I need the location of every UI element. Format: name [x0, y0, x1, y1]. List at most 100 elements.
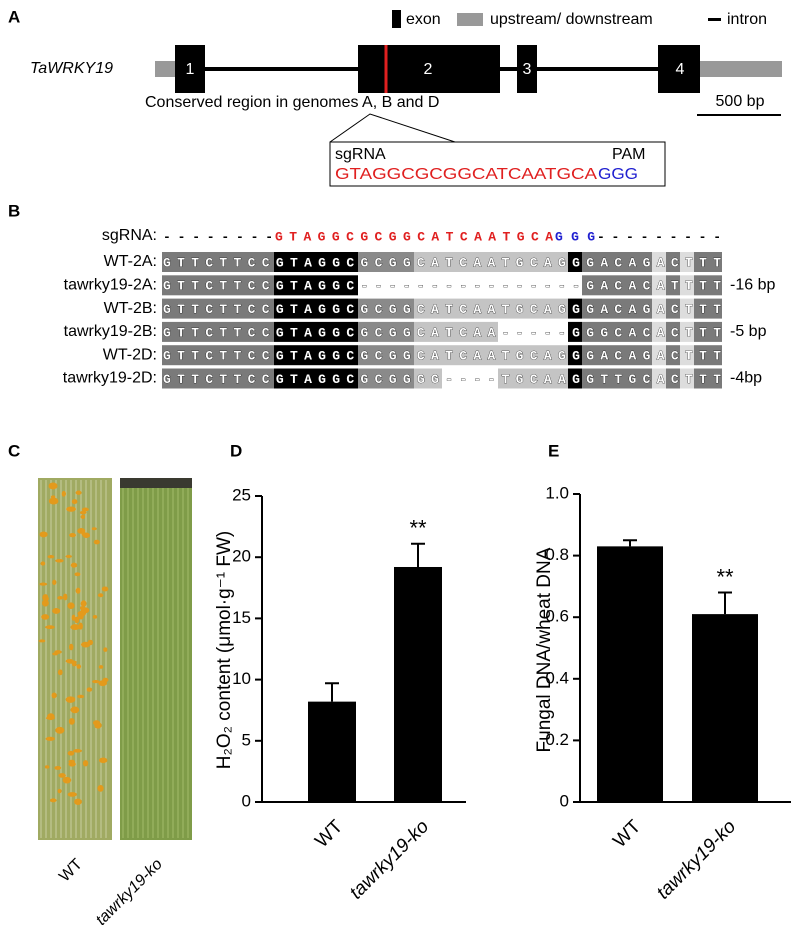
seq-shade [554, 252, 568, 272]
seq-shade [162, 368, 176, 389]
seq-shade [274, 368, 288, 389]
seq-shade [358, 321, 372, 342]
seq-shade [190, 345, 204, 366]
rust-pustule [40, 561, 46, 566]
x-tick-label: tawrky19-ko [346, 816, 433, 903]
seq-shade [498, 345, 512, 366]
rust-pustule [61, 490, 67, 497]
rust-pustule [67, 750, 75, 756]
seq-shade [624, 252, 638, 272]
y-tick-label: 1.0 [545, 483, 569, 502]
seq-shade [232, 252, 246, 272]
seq-shade [218, 298, 232, 319]
rust-pustule [58, 773, 66, 778]
rust-pustule [47, 713, 55, 721]
exon [517, 45, 537, 93]
seq-shade [302, 252, 316, 272]
seq-shade [386, 252, 400, 272]
row-name: tawrky19-2B: [64, 323, 157, 340]
seq-shade [400, 252, 414, 272]
panel-label: A [8, 7, 20, 26]
seq-shade [596, 345, 610, 366]
rust-pustule [39, 582, 48, 586]
legend-intron [708, 18, 721, 21]
rust-pustule [91, 527, 97, 531]
leaf-photos [38, 478, 192, 840]
rust-pustule [47, 554, 55, 559]
seq-shade [442, 298, 456, 319]
seq-shade [582, 321, 596, 342]
seq-shade [246, 275, 260, 296]
seq-shade [288, 368, 302, 389]
seq-shade [176, 345, 190, 366]
seq-shade [526, 298, 540, 319]
seq-shade [260, 252, 274, 272]
rust-pustule [38, 639, 46, 643]
seq-shade [232, 275, 246, 296]
seq-shade [176, 321, 190, 342]
sample-label: WT [56, 856, 86, 886]
panel-label: B [8, 201, 20, 220]
seq-shade [358, 368, 372, 389]
seq-shade [176, 298, 190, 319]
seq-shade [624, 368, 638, 389]
row-name: WT-2B: [104, 300, 157, 317]
seq-shade [652, 275, 666, 296]
seq-shade [666, 275, 680, 296]
rust-pustule [81, 507, 89, 512]
seq-shade [246, 368, 260, 389]
box-label: sgRNA [335, 146, 386, 163]
seq-shade [316, 368, 330, 389]
seq-shade [344, 368, 358, 389]
seq-shade [540, 345, 554, 366]
seq-shade [596, 298, 610, 319]
rust-pustule [70, 706, 80, 714]
legend-utr [457, 13, 483, 26]
seq-shade [274, 275, 288, 296]
seq-shade [596, 321, 610, 342]
seq-shade [330, 252, 344, 272]
rust-pustule [48, 482, 58, 490]
seq-shade [246, 252, 260, 272]
seq-shade [246, 321, 260, 342]
seq-shade [302, 345, 316, 366]
seq-shade [204, 345, 218, 366]
rust-pustule [92, 614, 98, 619]
seq-shade [568, 321, 582, 342]
row-name: WT-2A: [104, 253, 157, 270]
exon [175, 45, 205, 93]
rust-pustule [102, 677, 109, 683]
seq-shade [246, 345, 260, 366]
seq-shade [358, 252, 372, 272]
seq-shade [456, 321, 470, 342]
rust-pustule [97, 593, 104, 598]
rust-pustule [80, 606, 85, 610]
rust-pustule [74, 616, 80, 624]
seq-shade [652, 368, 666, 389]
seq-shade [568, 298, 582, 319]
bar [597, 546, 663, 802]
seq-shade [484, 298, 498, 319]
y-tick-label: 15 [232, 608, 251, 627]
seq-shade [288, 252, 302, 272]
seq-shade [414, 368, 428, 389]
seq-shade [162, 345, 176, 366]
sample-label: tawrky19-ko [93, 856, 166, 927]
y-tick-label: 0.6 [545, 607, 569, 626]
seq-shade [316, 275, 330, 296]
box-label: PAM [612, 146, 645, 163]
seq-shade [540, 368, 554, 389]
seq-shade [568, 345, 582, 366]
deletion-note: -4bp [730, 370, 762, 387]
seq-shade [302, 275, 316, 296]
bar [692, 614, 758, 802]
panel-label: D [230, 441, 242, 460]
seq-shade [680, 368, 694, 389]
seq-shade [470, 321, 484, 342]
seq-shade [498, 298, 512, 319]
y-tick-label: 10 [232, 669, 251, 688]
seq-shade [596, 368, 610, 389]
seq-shade [610, 252, 624, 272]
seq-shade [204, 252, 218, 272]
seq-shade [288, 345, 302, 366]
